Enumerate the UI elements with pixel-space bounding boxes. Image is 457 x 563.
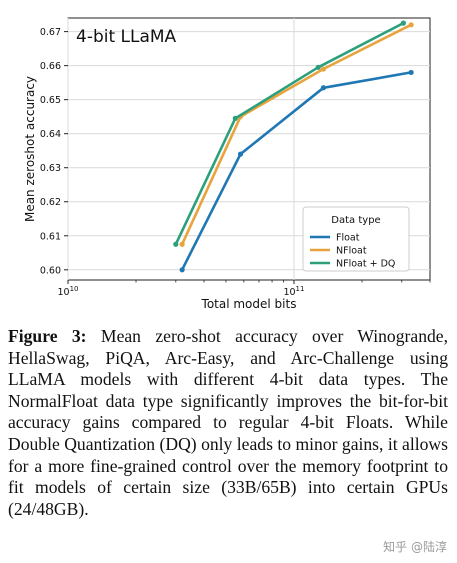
chart: 0.600.610.620.630.640.650.660.67 1010 101… — [23, 17, 431, 311]
series-nfloat-dq — [173, 20, 406, 247]
y-tick-label: 0.62 — [40, 197, 61, 208]
series-float — [179, 69, 414, 273]
legend-label: NFloat + DQ — [336, 259, 395, 270]
y-tick-label: 0.63 — [40, 163, 61, 174]
data-point — [173, 241, 179, 247]
legend-title: Data type — [331, 215, 380, 226]
legend: Data type Float NFloat NFloat + DQ — [302, 206, 410, 272]
series-line — [180, 71, 412, 271]
x-tick-label: 1011 — [283, 285, 304, 298]
figure-caption: Figure 3: Mean zero-shot accuracy over W… — [8, 326, 448, 520]
y-tick-label: 0.65 — [40, 95, 61, 106]
y-tick-label: 0.61 — [40, 231, 61, 242]
y-tick-label: 0.60 — [40, 265, 61, 276]
watermark-text: 知乎 @陆淳 — [383, 540, 447, 554]
legend-label: NFloat — [336, 246, 367, 257]
data-point — [320, 66, 327, 72]
legend-box — [302, 206, 410, 272]
chart-title: 4-bit LLaMA — [76, 27, 177, 47]
data-point — [179, 241, 185, 247]
y-ticks: 0.60 0.61 0.62 0.63 0.64 0.65 0.66 0.67 — [40, 27, 68, 276]
y-axis-label: Mean zeroshot accuracy — [23, 76, 37, 222]
legend-items: Float NFloat NFloat + DQ — [310, 233, 395, 270]
x-tick-label: 1010 — [57, 285, 78, 298]
caption-text: Mean zero-shot accuracy over Winogrande,… — [8, 326, 448, 519]
x-ticks: 1010 1011 — [57, 280, 431, 298]
series-group — [173, 20, 414, 273]
data-point — [232, 115, 238, 121]
watermark: 知乎 @陆淳 — [383, 538, 447, 555]
legend-label: Float — [336, 233, 360, 244]
data-point — [400, 20, 406, 26]
y-tick-label: 0.67 — [40, 27, 61, 38]
data-point — [315, 64, 321, 70]
data-point — [408, 22, 414, 28]
data-point — [237, 151, 244, 157]
data-point — [179, 267, 185, 273]
figure-label: Figure 3: — [8, 326, 87, 346]
series-line — [180, 23, 412, 245]
y-tick-label: 0.64 — [40, 129, 61, 140]
data-point — [320, 85, 327, 91]
series-line — [174, 21, 404, 245]
x-axis-label: Total model bits — [201, 297, 297, 311]
y-tick-label: 0.66 — [40, 61, 61, 72]
data-point — [408, 69, 414, 76]
